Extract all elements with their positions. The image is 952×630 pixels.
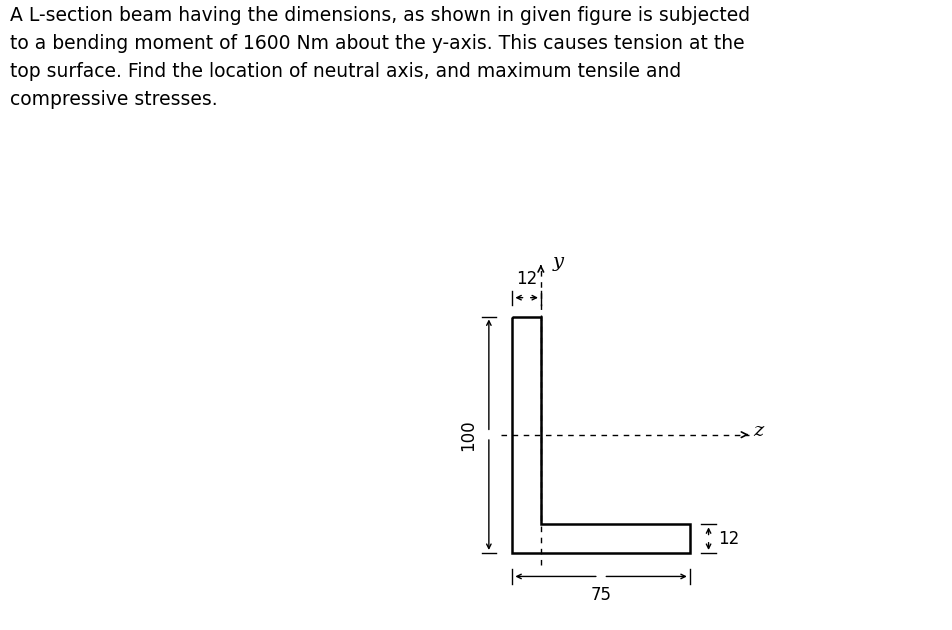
Text: 100: 100 bbox=[459, 419, 477, 450]
Text: 12: 12 bbox=[718, 530, 740, 547]
Text: y: y bbox=[553, 253, 564, 272]
Text: 75: 75 bbox=[590, 586, 611, 604]
Text: A L-section beam having the dimensions, as shown in given figure is subjected
to: A L-section beam having the dimensions, … bbox=[10, 6, 749, 109]
Text: z: z bbox=[753, 422, 764, 440]
Text: 12: 12 bbox=[516, 270, 537, 288]
